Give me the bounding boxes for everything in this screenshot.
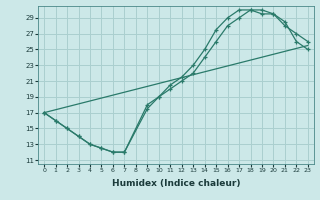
X-axis label: Humidex (Indice chaleur): Humidex (Indice chaleur) xyxy=(112,179,240,188)
